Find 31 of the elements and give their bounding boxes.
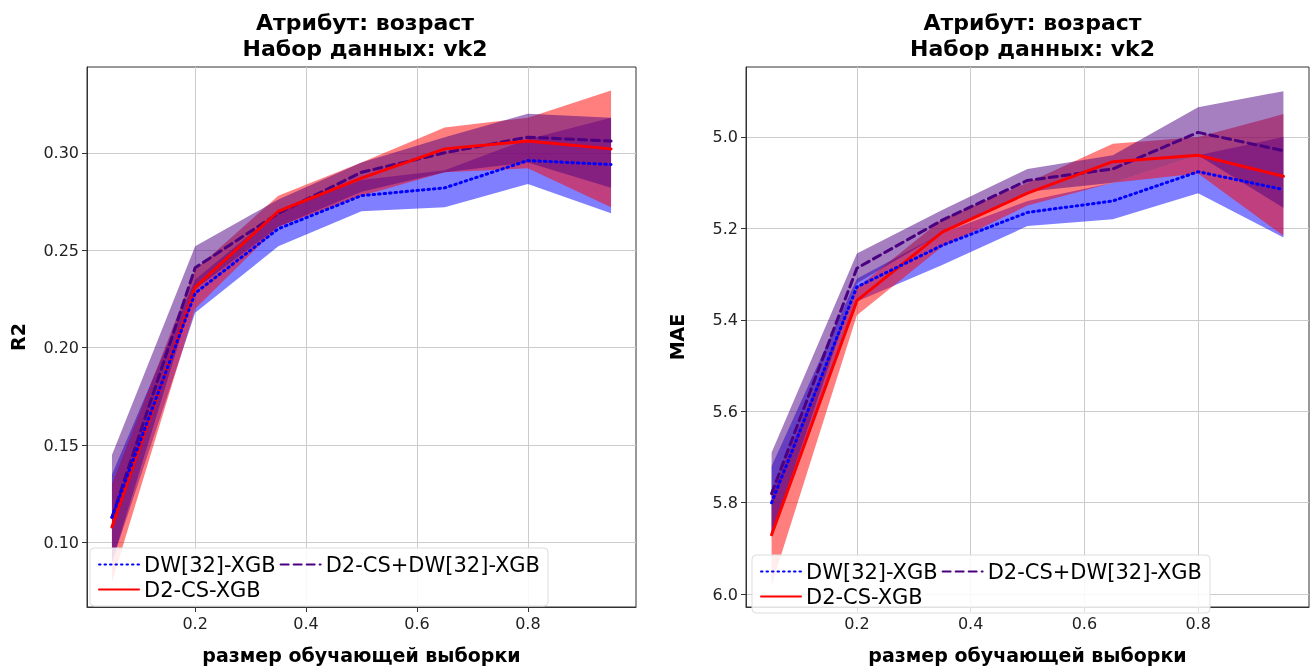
x-tick-label: 0.2 (844, 613, 870, 633)
y-tick-label: 5.4 (712, 310, 738, 330)
y-tick-label: 0.30 (43, 143, 79, 163)
y-tick-label: 5.2 (712, 218, 738, 238)
x-axis-title: размер обучающей выборки (868, 643, 1187, 666)
x-tick-label: 0.8 (1185, 613, 1211, 633)
y-tick-label: 0.10 (43, 533, 79, 553)
legend-label: DW[32]-XGB (144, 552, 276, 577)
x-tick-label: 0.6 (404, 613, 430, 633)
x-tick-label: 0.4 (957, 613, 984, 633)
x-tick-label: 0.6 (1071, 613, 1098, 633)
y-tick-label: 5.0 (712, 127, 738, 147)
y-axis-title: MAE (665, 313, 688, 361)
legend-label: D2-CS+DW[32]-XGB (325, 552, 540, 577)
x-tick-label: 0.4 (293, 613, 319, 633)
chart-title: Атрибут: возраст Набор данных: vk2 (910, 9, 1155, 61)
legend-label: D2-CS+DW[32]-XGB (987, 559, 1202, 584)
legend-label: D2-CS-XGB (806, 584, 923, 609)
y-tick-label: 5.6 (712, 401, 738, 421)
chart-title: Атрибут: возраст Набор данных: vk2 (242, 9, 488, 61)
y-tick-label: 6.0 (712, 584, 738, 604)
y-tick-label: 5.8 (712, 493, 738, 513)
x-tick-label: 0.8 (515, 613, 541, 633)
legend-label: D2-CS-XGB (144, 577, 261, 602)
legend-label: DW[32]-XGB (806, 559, 938, 584)
y-axis-title: R2 (6, 323, 29, 351)
y-tick-label: 0.15 (43, 435, 79, 455)
y-tick-label: 0.20 (43, 338, 79, 358)
x-tick-label: 0.2 (182, 613, 208, 633)
y-tick-label: 0.25 (43, 240, 79, 260)
x-axis-title: размер обучающей выборки (202, 643, 521, 666)
